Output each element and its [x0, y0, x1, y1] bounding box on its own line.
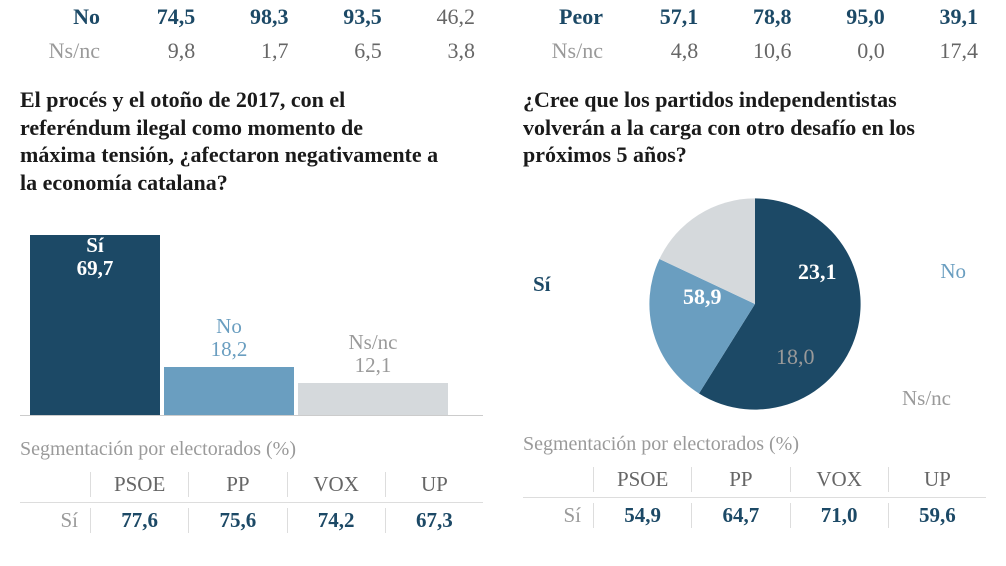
pie-value-nsnc: 18,0 — [776, 344, 815, 370]
cell: 98,3 — [203, 4, 296, 30]
table-row: Ns/nc 9,8 1,7 6,5 3,8 — [20, 34, 483, 68]
party-header: UP — [888, 467, 986, 492]
pie-chart: Sí 58,9 23,1 No 18,0 Ns/nc — [523, 189, 986, 419]
cell: 17,4 — [893, 38, 986, 64]
row-label: Ns/nc — [523, 38, 613, 64]
cell: 71,0 — [790, 503, 888, 528]
cell: 9,8 — [110, 38, 203, 64]
cell: 54,9 — [593, 503, 691, 528]
right-question: ¿Cree que los partidos independentistas … — [523, 86, 943, 169]
cell: 39,1 — [893, 4, 986, 30]
party-header: VOX — [790, 467, 888, 492]
bar: No18,2 — [164, 216, 294, 415]
right-top-table: Peor 57,1 78,8 95,0 39,1 Ns/nc 4,8 10,6 … — [523, 0, 986, 68]
cell: 64,7 — [691, 503, 789, 528]
pie-value-no: 23,1 — [798, 259, 837, 285]
cell: 46,2 — [390, 4, 483, 30]
bar: Ns/nc12,1 — [298, 216, 448, 415]
table-row: Ns/nc 4,8 10,6 0,0 17,4 — [523, 34, 986, 68]
cell: 57,1 — [613, 4, 706, 30]
cell: 93,5 — [297, 4, 390, 30]
row-label: Ns/nc — [20, 38, 110, 64]
table-header: PSOE PP VOX UP — [523, 462, 986, 497]
table-row: Sí 54,9 64,7 71,0 59,6 — [523, 497, 986, 533]
table-header: PSOE PP VOX UP — [20, 467, 483, 502]
row-label: Sí — [523, 503, 593, 528]
cell: 10,6 — [706, 38, 799, 64]
cell: 75,6 — [188, 508, 286, 533]
left-top-table: No 74,5 98,3 93,5 46,2 Ns/nc 9,8 1,7 6,5… — [20, 0, 483, 68]
cell: 74,2 — [287, 508, 385, 533]
party-header: PSOE — [90, 472, 188, 497]
pie-svg — [645, 194, 865, 414]
cell: 77,6 — [90, 508, 188, 533]
cell: 67,3 — [385, 508, 483, 533]
left-question: El procés y el otoño de 2017, con el ref… — [20, 86, 440, 196]
party-header: UP — [385, 472, 483, 497]
bar: Sí69,7 — [30, 216, 160, 415]
cell: 1,7 — [203, 38, 296, 64]
cell: 6,5 — [297, 38, 390, 64]
party-header: PSOE — [593, 467, 691, 492]
table-row: No 74,5 98,3 93,5 46,2 — [20, 0, 483, 34]
cell: 3,8 — [390, 38, 483, 64]
pie-label-si: Sí — [533, 274, 551, 295]
seg-header: Segmentación por electorados (%) — [20, 438, 483, 461]
cell: 95,0 — [800, 4, 893, 30]
right-seg-table: PSOE PP VOX UP Sí 54,9 64,7 71,0 59,6 — [523, 462, 986, 533]
row-label: Sí — [20, 508, 90, 533]
left-seg-table: PSOE PP VOX UP Sí 77,6 75,6 74,2 67,3 — [20, 467, 483, 538]
row-label: Peor — [523, 4, 613, 30]
table-row: Sí 77,6 75,6 74,2 67,3 — [20, 502, 483, 538]
cell: 4,8 — [613, 38, 706, 64]
cell: 78,8 — [706, 4, 799, 30]
seg-header: Segmentación por electorados (%) — [523, 433, 986, 456]
party-header: PP — [691, 467, 789, 492]
party-header: PP — [188, 472, 286, 497]
right-column: Peor 57,1 78,8 95,0 39,1 Ns/nc 4,8 10,6 … — [523, 0, 986, 566]
cell: 74,5 — [110, 4, 203, 30]
cell: 59,6 — [888, 503, 986, 528]
bar-chart: Sí69,7No18,2Ns/nc12,1 — [20, 216, 483, 416]
pie-label-nsnc: Ns/nc — [902, 388, 951, 409]
pie-label-no: No — [940, 261, 966, 282]
pie-value-si: 58,9 — [683, 284, 722, 310]
party-header: VOX — [287, 472, 385, 497]
left-column: No 74,5 98,3 93,5 46,2 Ns/nc 9,8 1,7 6,5… — [20, 0, 483, 566]
table-row: Peor 57,1 78,8 95,0 39,1 — [523, 0, 986, 34]
row-label: No — [20, 4, 110, 30]
cell: 0,0 — [800, 38, 893, 64]
